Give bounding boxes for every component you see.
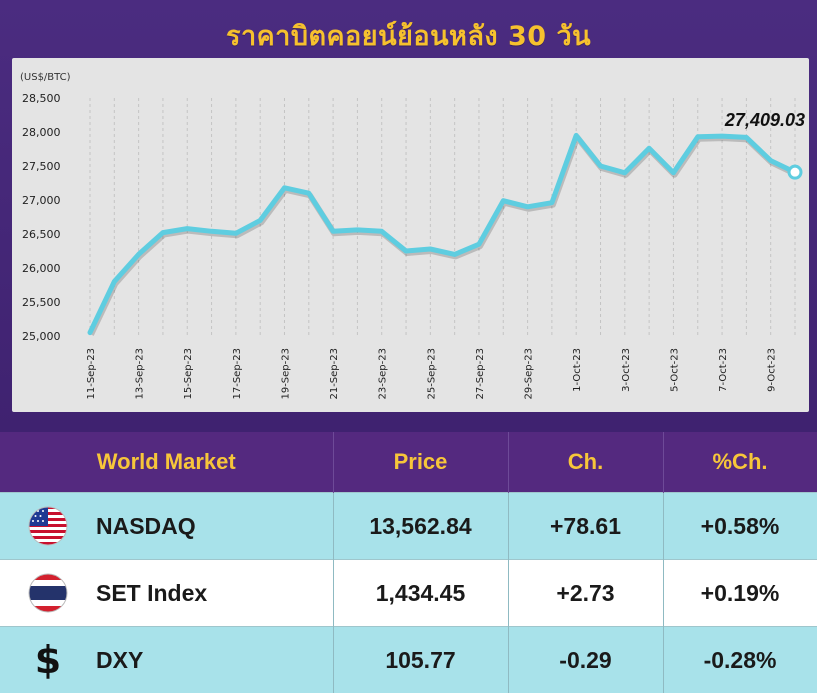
market-change: +2.73 [508, 560, 663, 627]
market-change: -0.29 [508, 627, 663, 693]
x-tick-label: 17-Sep-23 [232, 348, 243, 400]
x-tick-label: 29-Sep-23 [524, 348, 535, 400]
y-tick-label: 27,000 [22, 194, 61, 207]
chart-panel: (US$/BTC) 25,000 25,500 26,000 26,500 27,000 2… [12, 58, 809, 412]
x-tick-label: 7-Oct-23 [718, 348, 729, 392]
market-name-cell: NASDAQ [0, 493, 333, 560]
page-title: ราคาบิตคอยน์ย้อนหลัง 30 วัน [0, 14, 817, 54]
header-change: Ch. [508, 432, 663, 493]
market-table: World Market Price Ch. %Ch. [0, 432, 817, 693]
market-price: 13,562.84 [333, 493, 508, 560]
y-tick-label: 28,000 [22, 126, 61, 139]
x-tick-label: 19-Sep-23 [280, 348, 291, 400]
table-row: SET Index 1,434.45 +2.73 +0.19% [0, 560, 817, 627]
y-tick-label: 25,000 [22, 330, 61, 343]
market-name: DXY [96, 647, 143, 674]
x-tick-label: 11-Sep-23 [86, 348, 97, 400]
x-tick-label: 15-Sep-23 [183, 348, 194, 400]
header-world-market: World Market [0, 432, 333, 493]
y-tick-label: 26,500 [22, 228, 61, 241]
x-tick-label: 1-Oct-23 [572, 348, 583, 392]
market-name-cell: $ DXY [0, 627, 333, 693]
x-tick-label: 21-Sep-23 [329, 348, 340, 400]
market-name: SET Index [96, 580, 207, 607]
x-tick-label: 27-Sep-23 [475, 348, 486, 400]
y-axis-label: (US$/BTC) [20, 72, 71, 83]
y-tick-label: 27,500 [22, 160, 61, 173]
x-tick-label: 3-Oct-23 [621, 348, 632, 392]
header-pct-change: %Ch. [663, 432, 817, 493]
market-pct-change: -0.28% [663, 627, 817, 693]
y-tick-label: 26,000 [22, 262, 61, 275]
x-tick-label: 23-Sep-23 [378, 348, 389, 400]
series-line-shadow [91, 137, 796, 334]
market-price: 1,434.45 [333, 560, 508, 627]
table-header-row: World Market Price Ch. %Ch. [0, 432, 817, 493]
market-pct-change: +0.19% [663, 560, 817, 627]
price-line-chart: (US$/BTC) 25,000 25,500 26,000 26,500 27,000 2… [12, 58, 809, 412]
table-row: $ DXY 105.77 -0.29 -0.28% [0, 627, 817, 693]
market-price: 105.77 [333, 627, 508, 693]
x-tick-label: 13-Sep-23 [135, 348, 146, 400]
market-table-wrap: World Market Price Ch. %Ch. [0, 432, 817, 684]
market-pct-change: +0.58% [663, 493, 817, 560]
last-point-marker [789, 166, 801, 178]
us-flag-icon [0, 506, 96, 546]
y-tick-label: 25,500 [22, 296, 61, 309]
y-tick-label: 28,500 [22, 92, 61, 105]
dollar-icon: $ [0, 638, 96, 682]
table-row: NASDAQ 13,562.84 +78.61 +0.58% [0, 493, 817, 560]
market-name-cell: SET Index [0, 560, 333, 627]
header-price: Price [333, 432, 508, 493]
last-value-label: 27,409.03 [724, 110, 805, 130]
market-change: +78.61 [508, 493, 663, 560]
x-tick-label: 25-Sep-23 [426, 348, 437, 400]
x-tick-label: 9-Oct-23 [767, 348, 778, 392]
thai-flag-icon [0, 573, 96, 613]
x-tick-label: 5-Oct-23 [669, 348, 680, 392]
market-name: NASDAQ [96, 513, 196, 540]
